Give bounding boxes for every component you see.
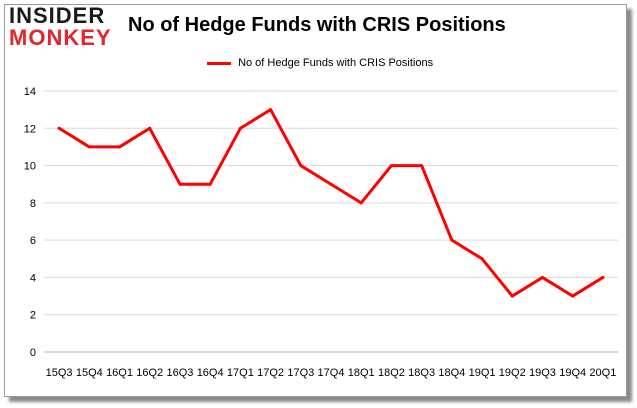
data-point bbox=[329, 182, 333, 186]
x-tick-label: 19Q3 bbox=[529, 367, 556, 379]
data-point bbox=[450, 238, 454, 242]
y-tick-label: 14 bbox=[24, 86, 36, 98]
data-point bbox=[178, 182, 182, 186]
x-tick-label: 17Q3 bbox=[287, 367, 314, 379]
x-tick-label: 18Q4 bbox=[438, 367, 465, 379]
x-tick-label: 16Q1 bbox=[106, 367, 133, 379]
data-point bbox=[118, 145, 122, 149]
data-point bbox=[269, 108, 273, 112]
logo-line-1: INSIDER bbox=[9, 3, 106, 28]
x-tick-label: 16Q4 bbox=[197, 367, 224, 379]
data-point bbox=[389, 164, 393, 168]
data-point bbox=[238, 126, 242, 130]
chart-legend: No of Hedge Funds with CRIS Positions bbox=[207, 57, 433, 71]
y-tick-label: 2 bbox=[30, 310, 36, 322]
data-point bbox=[299, 164, 303, 168]
x-tick-label: 15Q3 bbox=[46, 367, 73, 379]
x-tick-label: 15Q4 bbox=[76, 367, 103, 379]
data-point bbox=[148, 126, 152, 130]
x-tick-label: 16Q3 bbox=[166, 367, 193, 379]
data-point bbox=[510, 294, 514, 298]
x-tick-label: 18Q2 bbox=[378, 367, 405, 379]
x-tick-label: 19Q2 bbox=[499, 367, 526, 379]
y-tick-label: 0 bbox=[30, 347, 36, 359]
data-point bbox=[571, 294, 575, 298]
y-tick-label: 12 bbox=[24, 123, 36, 135]
legend-swatch bbox=[207, 61, 231, 65]
data-point bbox=[480, 257, 484, 261]
data-point bbox=[540, 275, 544, 279]
x-tick-label: 18Q3 bbox=[408, 367, 435, 379]
x-tick-label: 17Q2 bbox=[257, 367, 284, 379]
y-tick-label: 6 bbox=[30, 235, 36, 247]
data-point bbox=[601, 275, 605, 279]
x-tick-label: 17Q4 bbox=[318, 367, 345, 379]
chart-title: No of Hedge Funds with CRIS Positions bbox=[128, 14, 506, 36]
y-tick-label: 8 bbox=[30, 198, 36, 210]
y-tick-label: 4 bbox=[30, 272, 36, 284]
legend-label: No of Hedge Funds with CRIS Positions bbox=[238, 57, 434, 69]
x-tick-label: 19Q4 bbox=[559, 367, 586, 379]
x-tick-label: 18Q1 bbox=[348, 367, 375, 379]
chart-frame bbox=[4, 4, 627, 397]
data-point bbox=[87, 145, 91, 149]
y-tick-label: 10 bbox=[24, 161, 36, 173]
data-point bbox=[420, 164, 424, 168]
x-tick-label: 16Q2 bbox=[136, 367, 163, 379]
x-tick-label: 20Q1 bbox=[589, 367, 616, 379]
x-tick-label: 19Q1 bbox=[469, 367, 496, 379]
logo-line-2: MONKEY bbox=[9, 25, 112, 50]
x-tick-label: 17Q1 bbox=[227, 367, 254, 379]
data-point bbox=[57, 126, 61, 130]
insider-monkey-logo: INSIDER MONKEY bbox=[9, 5, 119, 53]
data-point bbox=[359, 201, 363, 205]
data-point bbox=[208, 182, 212, 186]
